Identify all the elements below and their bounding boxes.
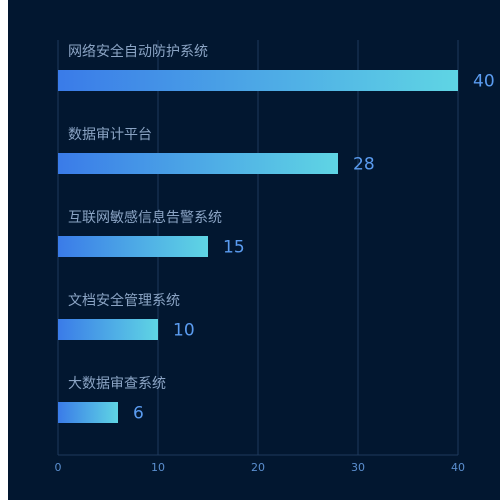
x-tick-label-0: 0 — [55, 461, 62, 474]
x-tick-label-20: 20 — [251, 461, 265, 474]
category-labels: 网络安全自动防护系统数据审计平台互联网敏感信息告警系统文档安全管理系统大数据审查… — [68, 43, 222, 392]
category-label-3: 文档安全管理系统 — [68, 292, 180, 309]
value-labels: 40 28 15 10 6 — [133, 72, 495, 424]
x-tick-label-30: 30 — [351, 461, 365, 474]
value-label-3: 10 — [173, 321, 195, 341]
category-label-4: 大数据审查系统 — [68, 376, 166, 392]
category-label-1: 数据审计平台 — [68, 127, 152, 143]
bar-3 — [58, 319, 158, 340]
bar-0 — [58, 70, 458, 91]
value-label-0: 40 — [473, 72, 495, 92]
x-tick-label-40: 40 — [451, 461, 465, 474]
value-label-1: 28 — [353, 155, 375, 175]
value-label-2: 15 — [223, 238, 245, 258]
x-tick-label-10: 10 — [151, 461, 165, 474]
category-label-2: 互联网敏感信息告警系统 — [68, 209, 222, 226]
category-label-0: 网络安全自动防护系统 — [68, 43, 208, 60]
value-label-4: 6 — [133, 404, 144, 424]
bars — [58, 70, 458, 423]
bar-1 — [58, 153, 338, 174]
bar-4 — [58, 402, 118, 423]
x-axis-ticks: 0 10 20 30 40 — [55, 461, 466, 474]
bar-2 — [58, 236, 208, 257]
